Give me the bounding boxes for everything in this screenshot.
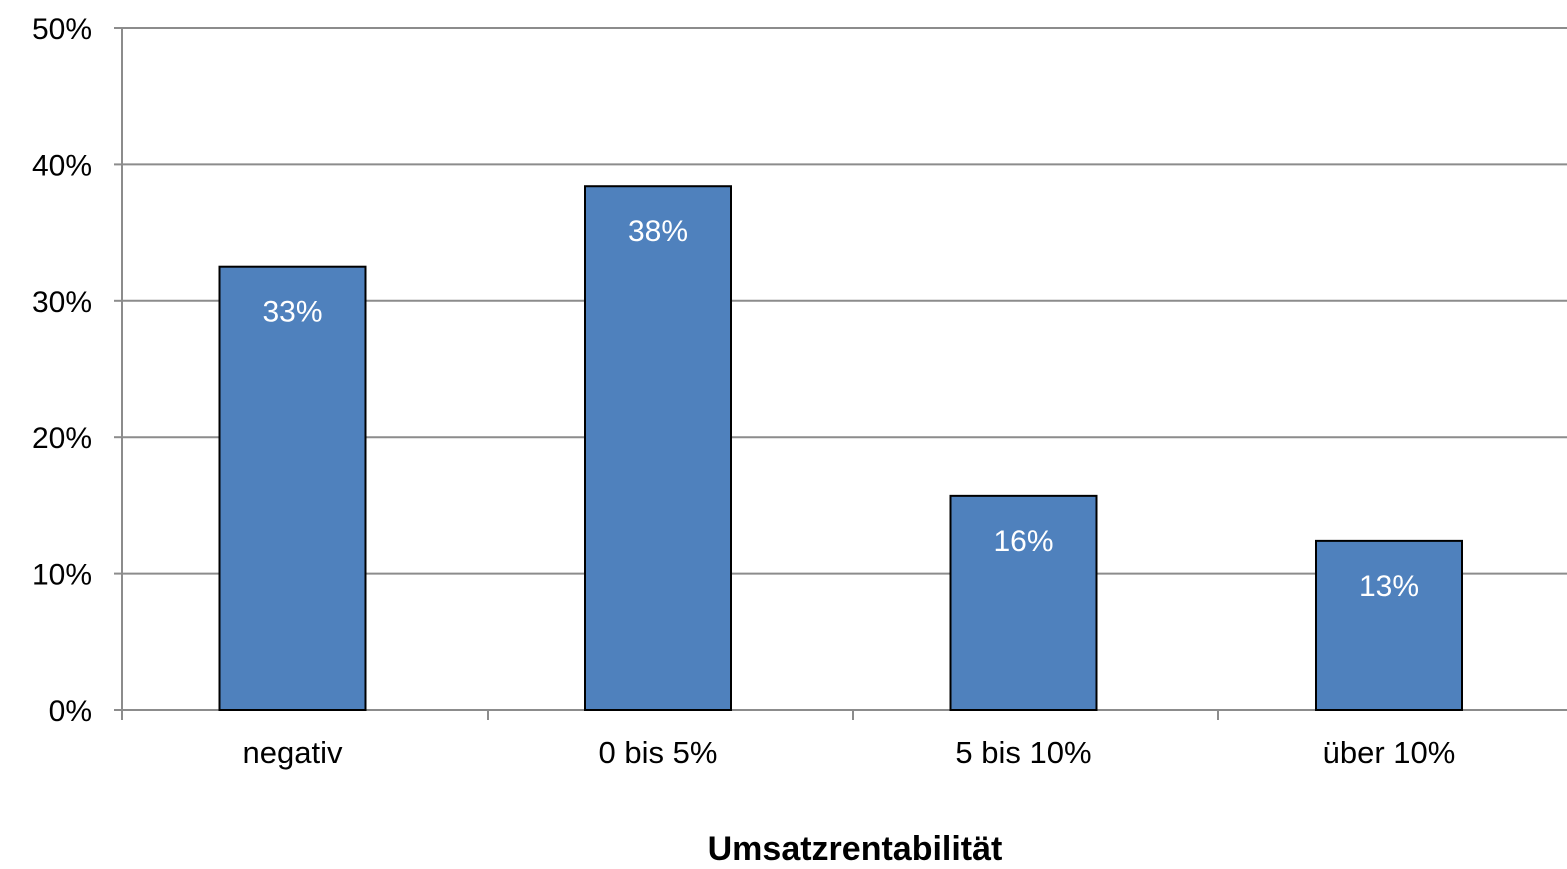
data-label: 13% (1359, 570, 1419, 603)
y-tick-label: 0% (49, 695, 92, 728)
y-tick-label: 10% (32, 559, 92, 592)
bar (1315, 539, 1463, 712)
bar (218, 265, 367, 711)
x-tick-label: 5 bis 10% (955, 735, 1091, 770)
bar (584, 185, 732, 711)
y-tick-label: 50% (32, 13, 92, 46)
x-tick-label: 0 bis 5% (599, 735, 718, 770)
x-axis-title: Umsatzrentabilität (708, 830, 1003, 864)
data-label: 16% (993, 525, 1053, 558)
y-tick-label: 20% (32, 422, 92, 455)
labels: 0% 10% 20% 30% 40% 50% 33% negativ 38% 0 bis 5% 16… (32, 13, 1455, 770)
bar (949, 494, 1098, 711)
data-label: 38% (628, 215, 688, 248)
x-tick-label: über 10% (1323, 735, 1456, 770)
y-tick-label: 40% (32, 149, 92, 182)
x-tick-label: negativ (243, 735, 343, 770)
data-label: 33% (262, 296, 322, 329)
y-tick-label: 30% (32, 286, 92, 319)
bars (218, 185, 1463, 712)
